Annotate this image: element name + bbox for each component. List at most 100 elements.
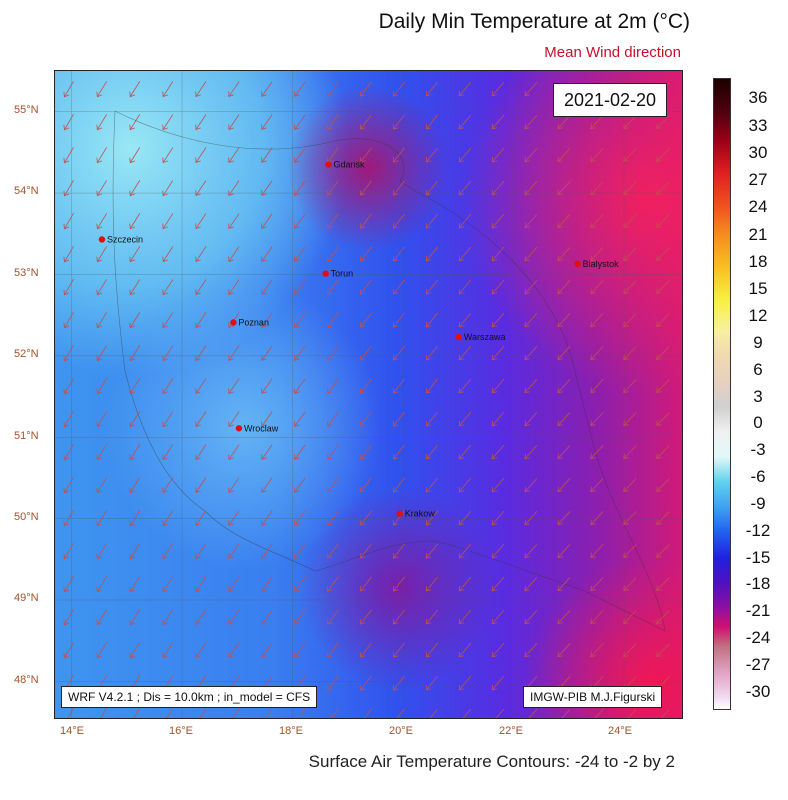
wind-arrow [458, 642, 472, 658]
wind-arrow [656, 610, 670, 624]
wind-arrow [195, 609, 207, 626]
wind-arrow [96, 345, 107, 362]
wind-arrow [491, 114, 505, 130]
wind-arrow [162, 246, 174, 263]
wind-arrow [393, 543, 405, 559]
map-subtitle: Mean Wind direction [544, 44, 681, 61]
wind-arrow [360, 147, 372, 163]
colorbar-label: 15 [748, 279, 768, 298]
wind-arrow [425, 576, 438, 592]
wind-arrow [195, 147, 207, 164]
wind-arrow [656, 709, 670, 718]
city-marker [325, 161, 332, 168]
wind-arrow [458, 378, 472, 394]
wind-arrow [590, 544, 604, 559]
wind-arrow [393, 279, 405, 295]
city-label: Warszawa [464, 332, 506, 342]
wind-arrow [195, 213, 207, 230]
wind-arrow [228, 180, 240, 196]
wind-arrow [425, 81, 438, 97]
wind-arrow [524, 114, 538, 130]
wind-arrow [425, 312, 438, 328]
wind-arrow [261, 279, 273, 295]
wind-arrow [97, 708, 107, 718]
wind-arrow [228, 279, 240, 295]
temperature-map: Gdansk Szczecin Torun Bialystok Poznan Warsza… [54, 70, 683, 719]
wind-arrow [393, 312, 405, 328]
wind-arrow [63, 510, 74, 527]
wind-arrow [63, 81, 74, 98]
lon-label: 14°E [60, 725, 84, 737]
wind-arrow [656, 247, 670, 261]
wind-arrow [623, 313, 637, 327]
wind-arrow [524, 609, 538, 625]
wind-arrow [393, 642, 405, 658]
wind-arrow [261, 609, 273, 625]
wind-arrow [162, 180, 174, 197]
wind-arrow [360, 510, 372, 526]
wind-arrow [294, 147, 306, 163]
wind-arrow [590, 478, 604, 493]
wind-arrow [656, 148, 670, 162]
wind-arrow [491, 444, 505, 460]
wind-arrow [524, 708, 538, 718]
wind-arrow [228, 213, 240, 229]
wind-arrow [162, 147, 174, 164]
wind-arrow [656, 346, 670, 360]
wind-arrow [129, 576, 141, 593]
wind-arrow [96, 642, 107, 659]
wind-arrow [294, 708, 306, 718]
wind-arrow [458, 246, 472, 262]
wind-arrow [557, 478, 571, 493]
wind-arrow [623, 148, 637, 162]
wind-arrow [524, 477, 538, 493]
wind-arrow [425, 708, 438, 718]
wind-arrow [228, 147, 240, 163]
wind-arrow [195, 345, 207, 362]
wind-arrow [425, 642, 438, 658]
wind-arrow [590, 346, 604, 361]
colorbar-label: -3 [750, 440, 766, 459]
wind-arrow [524, 642, 538, 658]
wind-arrow [360, 642, 372, 658]
wind-arrow [261, 378, 273, 394]
wind-arrow [327, 642, 339, 658]
wind-arrow [327, 114, 339, 130]
colorbar-label: 6 [753, 360, 763, 379]
wind-arrow [458, 180, 472, 196]
wind-arrow [425, 477, 438, 493]
wind-arrow [590, 709, 604, 718]
wind-arrow [425, 675, 438, 691]
wind-arrow [162, 576, 174, 593]
wind-arrow [458, 543, 472, 559]
wind-arrow [228, 609, 240, 625]
wind-arrow [327, 345, 339, 361]
wind-arrow [294, 246, 306, 262]
wind-arrow [261, 81, 273, 97]
colorbar-label: -24 [745, 628, 771, 647]
wind-arrow [623, 379, 637, 393]
city-markers: Gdansk Szczecin Torun Bialystok Poznan Warsza… [98, 160, 619, 519]
wind-arrow [129, 114, 141, 131]
date-label: 2021-02-20 [553, 83, 667, 117]
wind-arrow [129, 345, 141, 362]
wind-arrow [557, 610, 571, 625]
wind-arrow [294, 279, 306, 295]
wind-arrow [162, 477, 174, 494]
wind-arrow [656, 544, 670, 558]
wind-arrow [491, 510, 505, 526]
wind-arrow [261, 147, 273, 163]
wind-arrow [590, 379, 604, 394]
wind-arrow [327, 81, 339, 97]
wind-arrow [195, 477, 207, 494]
wind-arrow [590, 511, 604, 526]
wind-arrow [261, 642, 273, 658]
wind-arrow [360, 411, 372, 427]
city-label: Wroclaw [244, 423, 279, 433]
colorbar-label: -18 [745, 574, 771, 593]
wind-arrow [491, 213, 505, 229]
wind-arrow [228, 345, 240, 361]
wind-arrow [491, 642, 505, 658]
wind-arrow [294, 543, 306, 559]
wind-arrow [590, 313, 604, 328]
